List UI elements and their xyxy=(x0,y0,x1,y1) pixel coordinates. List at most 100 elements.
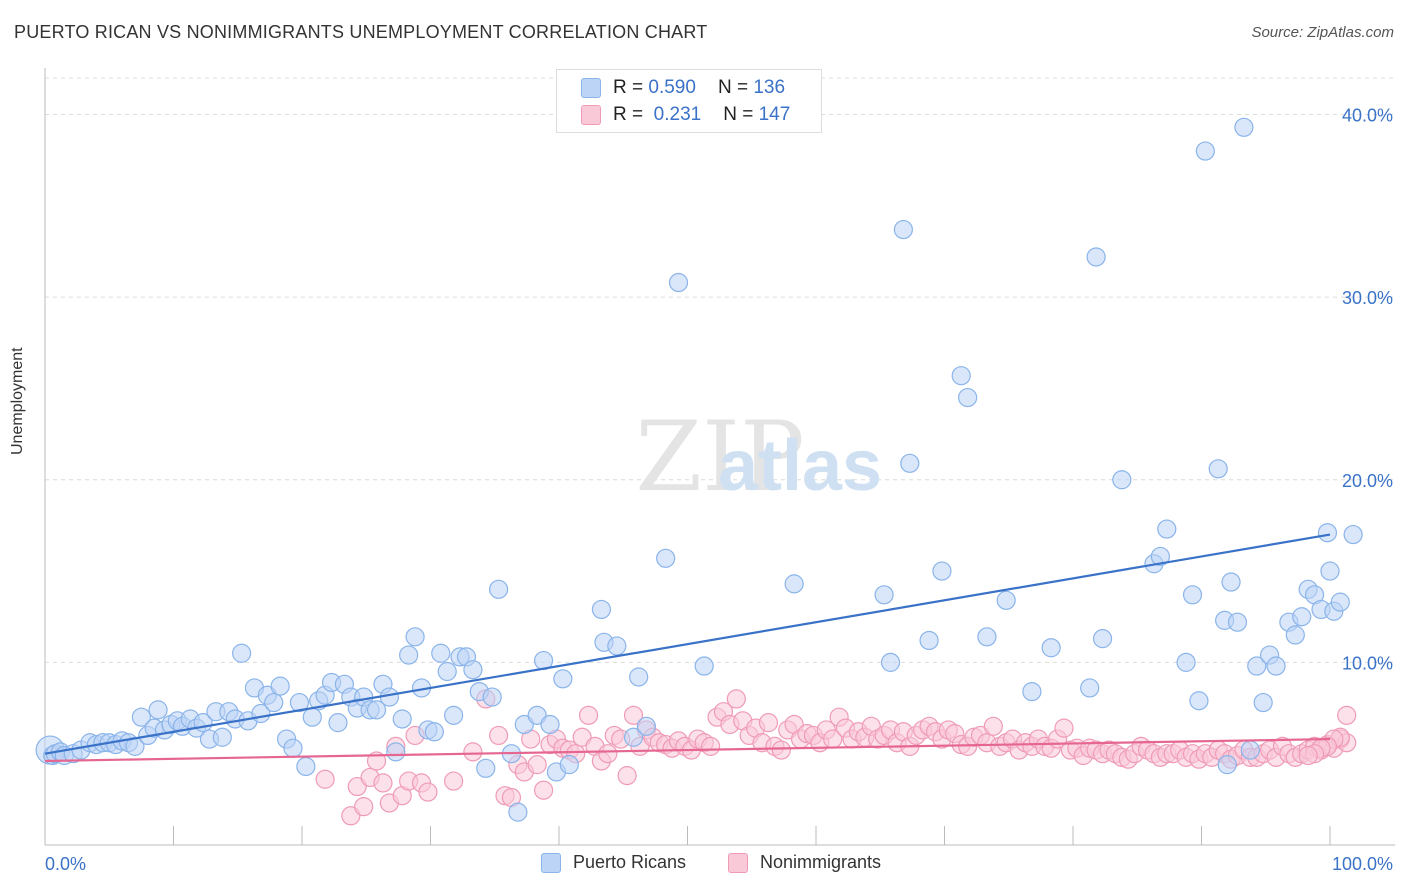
point-puerto-ricans xyxy=(1343,524,1363,545)
y-tick-label: 30.0% xyxy=(1342,288,1393,308)
point-puerto-ricans xyxy=(1195,141,1215,161)
point-puerto-ricans xyxy=(623,727,644,747)
point-puerto-ricans xyxy=(1330,592,1350,612)
source-label: Source: ZipAtlas.com xyxy=(1251,24,1394,41)
r-label: R = xyxy=(613,77,644,98)
point-puerto-ricans xyxy=(1217,755,1237,775)
point-puerto-ricans xyxy=(1092,629,1113,649)
point-puerto-ricans xyxy=(148,700,168,720)
point-puerto-ricans xyxy=(1253,692,1273,713)
data-points xyxy=(35,117,1363,826)
point-puerto-ricans xyxy=(1247,656,1267,676)
point-puerto-ricans xyxy=(893,219,913,240)
point-puerto-ricans xyxy=(431,643,451,663)
point-puerto-ricans xyxy=(1189,691,1209,711)
point-nonimmigrants xyxy=(418,782,438,802)
point-nonimmigrants xyxy=(701,736,721,756)
point-nonimmigrants xyxy=(758,713,779,733)
point-puerto-ricans xyxy=(656,548,676,568)
point-puerto-ricans xyxy=(302,707,322,727)
point-puerto-ricans xyxy=(919,630,939,651)
point-nonimmigrants xyxy=(373,773,393,793)
legend-swatch-pink xyxy=(728,852,748,873)
point-puerto-ricans xyxy=(270,676,290,696)
point-puerto-ricans xyxy=(328,713,348,733)
watermark-zip: ZIP xyxy=(635,401,804,513)
point-nonimmigrants xyxy=(726,689,746,709)
point-puerto-ricans xyxy=(482,687,502,707)
point-puerto-ricans xyxy=(131,707,151,727)
r-label: R = xyxy=(613,104,644,125)
trend-line-puerto-ricans xyxy=(44,533,1331,755)
point-nonimmigrants xyxy=(1337,705,1357,725)
legend-swatch-blue xyxy=(581,78,601,98)
y-tick-label: 20.0% xyxy=(1342,471,1393,491)
point-nonimmigrants xyxy=(771,740,791,760)
point-puerto-ricans xyxy=(1234,117,1254,137)
point-nonimmigrants xyxy=(354,797,374,817)
n-label: N = xyxy=(717,77,749,98)
x-tick-label: 0.0% xyxy=(45,854,86,874)
point-puerto-ricans xyxy=(932,561,952,581)
point-puerto-ricans xyxy=(996,590,1016,610)
point-puerto-ricans xyxy=(424,722,444,742)
point-puerto-ricans xyxy=(232,643,252,663)
point-puerto-ricans xyxy=(636,716,656,736)
point-puerto-ricans xyxy=(1150,546,1170,567)
point-puerto-ricans xyxy=(784,574,804,594)
legend-row-nonimmigrants: R = 0.231 N = 147 xyxy=(581,103,790,127)
point-puerto-ricans xyxy=(1266,656,1286,676)
point-puerto-ricans xyxy=(489,579,509,599)
point-puerto-ricans xyxy=(958,387,978,408)
point-puerto-ricans xyxy=(1227,612,1248,632)
series-legend: Puerto Ricans Nonimmigrants xyxy=(0,852,1406,878)
point-nonimmigrants xyxy=(315,769,335,789)
correlation-legend: R = 0.590 N = 136 R = 0.231 N = 147 xyxy=(556,69,822,133)
point-nonimmigrants xyxy=(617,766,637,786)
point-puerto-ricans xyxy=(1157,519,1177,539)
point-puerto-ricans xyxy=(694,656,714,676)
grid xyxy=(45,77,1395,663)
trend-lines xyxy=(44,533,1331,763)
legend-swatch-pink xyxy=(581,105,601,125)
point-nonimmigrants xyxy=(1298,745,1318,766)
point-puerto-ricans xyxy=(1292,607,1312,627)
point-nonimmigrants xyxy=(444,771,464,791)
point-puerto-ricans xyxy=(1320,561,1340,581)
point-puerto-ricans xyxy=(1086,247,1106,267)
r-value: 0.231 xyxy=(653,104,702,125)
point-puerto-ricans xyxy=(399,645,419,665)
point-puerto-ricans xyxy=(386,742,406,762)
point-puerto-ricans xyxy=(283,738,303,758)
point-puerto-ricans xyxy=(1240,740,1260,760)
point-puerto-ricans xyxy=(874,585,894,605)
legend-swatch-blue xyxy=(541,852,561,873)
legend-item-puerto-ricans[interactable]: Puerto Ricans xyxy=(541,852,686,873)
point-puerto-ricans xyxy=(591,599,612,620)
point-nonimmigrants xyxy=(489,725,509,746)
point-puerto-ricans xyxy=(540,714,560,735)
point-nonimmigrants xyxy=(598,744,618,764)
n-value: 136 xyxy=(753,77,786,98)
point-nonimmigrants xyxy=(578,705,599,725)
x-tick-label: 100.0% xyxy=(1332,854,1393,874)
point-puerto-ricans xyxy=(508,802,528,822)
point-puerto-ricans xyxy=(1317,523,1338,543)
point-puerto-ricans xyxy=(1041,638,1061,658)
trend-line-nonimmigrants xyxy=(44,737,1331,763)
point-puerto-ricans xyxy=(1080,678,1100,698)
chart-title: PUERTO RICAN VS NONIMMIGRANTS UNEMPLOYME… xyxy=(14,22,708,42)
legend-item-nonimmigrants[interactable]: Nonimmigrants xyxy=(728,852,881,873)
point-puerto-ricans xyxy=(212,727,232,747)
point-puerto-ricans xyxy=(553,669,573,689)
point-puerto-ricans xyxy=(463,660,483,680)
point-puerto-ricans xyxy=(1112,470,1132,490)
point-puerto-ricans xyxy=(1208,459,1228,479)
point-puerto-ricans xyxy=(296,756,316,777)
point-puerto-ricans xyxy=(264,692,284,713)
point-puerto-ricans xyxy=(476,758,496,778)
legend-label: Nonimmigrants xyxy=(760,852,882,872)
point-puerto-ricans xyxy=(437,661,457,682)
y-tick-label: 10.0% xyxy=(1342,653,1393,673)
point-puerto-ricans xyxy=(559,755,579,775)
